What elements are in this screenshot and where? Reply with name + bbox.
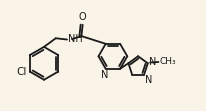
- Text: O: O: [78, 12, 86, 22]
- Text: N: N: [145, 75, 152, 85]
- Text: N: N: [149, 57, 156, 67]
- Text: N: N: [100, 70, 108, 80]
- Text: NH: NH: [68, 34, 82, 44]
- Text: Cl: Cl: [16, 67, 26, 77]
- Text: CH₃: CH₃: [158, 57, 175, 66]
